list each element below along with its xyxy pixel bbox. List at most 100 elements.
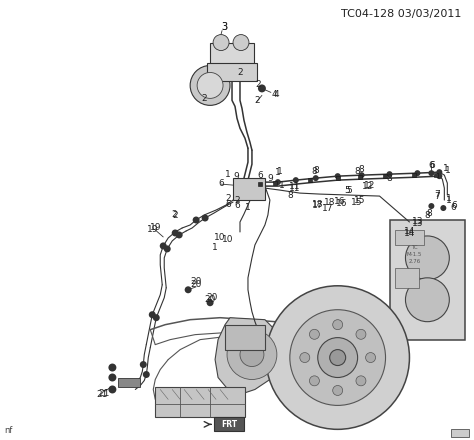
Text: FRT: FRT bbox=[221, 420, 237, 429]
Text: M-1.5: M-1.5 bbox=[407, 253, 422, 257]
Circle shape bbox=[153, 314, 160, 321]
Text: 2.76: 2.76 bbox=[408, 259, 420, 264]
Text: 1: 1 bbox=[447, 195, 452, 205]
Text: 12: 12 bbox=[362, 182, 373, 191]
Circle shape bbox=[428, 203, 434, 209]
Text: 20: 20 bbox=[191, 277, 202, 286]
Bar bbox=[383, 174, 386, 178]
Text: 6: 6 bbox=[450, 202, 456, 212]
Polygon shape bbox=[215, 318, 280, 394]
Text: 2: 2 bbox=[173, 210, 178, 220]
Text: 18: 18 bbox=[312, 200, 323, 209]
Text: 1: 1 bbox=[279, 180, 285, 190]
Circle shape bbox=[428, 170, 434, 176]
Circle shape bbox=[440, 205, 447, 211]
Circle shape bbox=[149, 311, 156, 318]
Text: 16: 16 bbox=[334, 197, 346, 205]
Text: 10: 10 bbox=[222, 235, 234, 245]
Text: 18: 18 bbox=[324, 198, 336, 206]
Text: 1: 1 bbox=[277, 167, 283, 176]
Circle shape bbox=[233, 35, 249, 51]
Text: 1: 1 bbox=[212, 243, 218, 253]
Text: 7: 7 bbox=[435, 190, 440, 198]
Circle shape bbox=[192, 216, 200, 224]
Text: 2: 2 bbox=[201, 94, 207, 103]
Circle shape bbox=[310, 376, 319, 386]
Text: 20: 20 bbox=[191, 280, 202, 289]
Text: 15: 15 bbox=[354, 195, 365, 205]
Text: 8: 8 bbox=[359, 165, 365, 174]
Text: 8: 8 bbox=[387, 174, 392, 183]
Bar bbox=[336, 176, 340, 180]
Bar bbox=[394, 268, 419, 288]
Text: 11: 11 bbox=[289, 182, 301, 191]
Text: TC04-128 03/03/2011: TC04-128 03/03/2011 bbox=[341, 9, 461, 18]
Bar bbox=[394, 230, 424, 245]
Bar bbox=[308, 178, 312, 182]
Text: 5: 5 bbox=[345, 186, 351, 194]
Bar bbox=[434, 173, 438, 177]
Text: nf: nf bbox=[5, 426, 13, 435]
Circle shape bbox=[300, 352, 310, 363]
Circle shape bbox=[405, 278, 449, 322]
Circle shape bbox=[240, 343, 264, 367]
Circle shape bbox=[405, 236, 449, 280]
Bar bbox=[357, 175, 362, 179]
Text: 2: 2 bbox=[254, 96, 260, 105]
Circle shape bbox=[290, 310, 385, 405]
Text: 2: 2 bbox=[225, 194, 231, 202]
Circle shape bbox=[356, 329, 366, 339]
Bar bbox=[390, 220, 465, 340]
Text: 2: 2 bbox=[237, 68, 243, 77]
Text: 17: 17 bbox=[322, 204, 334, 213]
Text: 9: 9 bbox=[233, 172, 239, 181]
Circle shape bbox=[109, 385, 117, 393]
Text: 20: 20 bbox=[206, 293, 218, 302]
Circle shape bbox=[164, 246, 171, 253]
Text: 4: 4 bbox=[273, 90, 279, 99]
Bar bbox=[273, 181, 277, 185]
Circle shape bbox=[318, 337, 357, 378]
Circle shape bbox=[109, 374, 117, 381]
Text: 1: 1 bbox=[442, 164, 448, 172]
Text: 14: 14 bbox=[404, 229, 415, 238]
Text: 1: 1 bbox=[275, 168, 281, 176]
Text: 6: 6 bbox=[234, 201, 240, 209]
Text: 8: 8 bbox=[355, 167, 361, 176]
Bar bbox=[214, 418, 244, 431]
Text: 8: 8 bbox=[287, 191, 293, 200]
Circle shape bbox=[333, 320, 343, 330]
Text: 8: 8 bbox=[427, 209, 432, 217]
Text: 12: 12 bbox=[364, 180, 375, 190]
Text: 21: 21 bbox=[99, 389, 110, 398]
Text: 2: 2 bbox=[172, 209, 177, 219]
Text: 1: 1 bbox=[225, 170, 231, 179]
Circle shape bbox=[172, 230, 179, 236]
Text: 2: 2 bbox=[234, 195, 240, 205]
Text: 7: 7 bbox=[435, 191, 440, 201]
Text: 8: 8 bbox=[313, 165, 319, 175]
Text: 17: 17 bbox=[312, 201, 323, 209]
Text: 8: 8 bbox=[311, 167, 317, 176]
Bar bbox=[451, 429, 469, 437]
Circle shape bbox=[293, 177, 299, 183]
Bar bbox=[207, 63, 257, 81]
Circle shape bbox=[359, 172, 365, 178]
Text: 1: 1 bbox=[447, 194, 452, 202]
Text: 8: 8 bbox=[425, 210, 430, 220]
Circle shape bbox=[437, 173, 442, 179]
Text: 6: 6 bbox=[225, 200, 231, 209]
Text: 2: 2 bbox=[255, 80, 261, 89]
Text: 6: 6 bbox=[428, 161, 434, 170]
Circle shape bbox=[266, 286, 410, 429]
Text: 1: 1 bbox=[245, 202, 251, 212]
Circle shape bbox=[365, 352, 375, 363]
Bar bbox=[233, 178, 265, 200]
Circle shape bbox=[227, 330, 277, 379]
Circle shape bbox=[414, 170, 420, 176]
Circle shape bbox=[333, 385, 343, 396]
Text: TC: TC bbox=[411, 246, 418, 250]
Text: 4: 4 bbox=[271, 90, 277, 99]
Bar bbox=[155, 388, 245, 418]
Circle shape bbox=[258, 84, 266, 92]
